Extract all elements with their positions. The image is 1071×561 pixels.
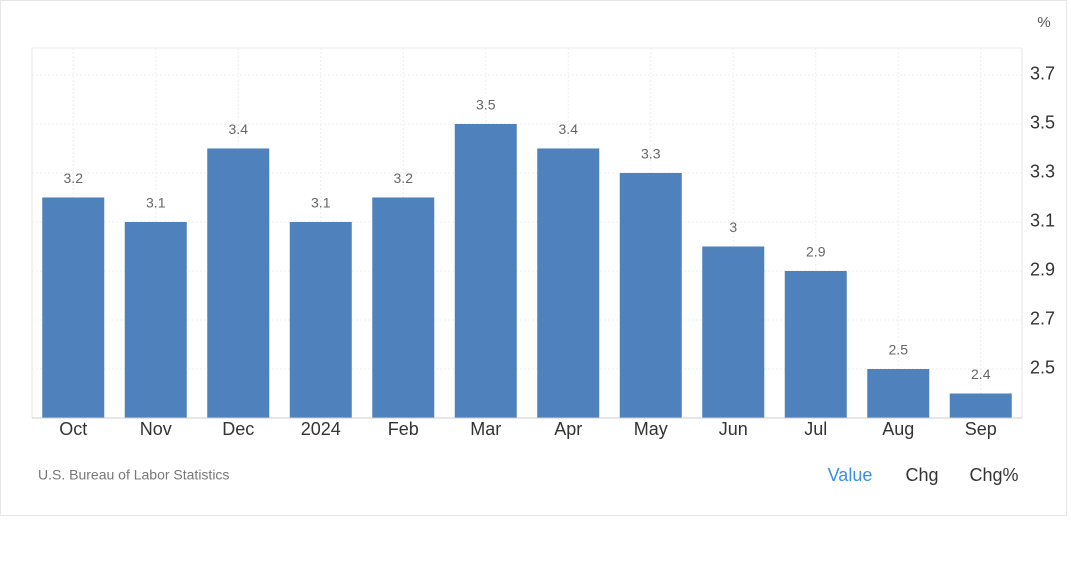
control-button[interactable]: Value — [828, 465, 873, 485]
bar — [867, 368, 930, 418]
value-label: 3 — [729, 219, 737, 235]
value-label: 2.5 — [889, 342, 909, 358]
y-tick-label: 2.7 — [1030, 309, 1055, 329]
y-tick-label: 3.1 — [1030, 211, 1055, 231]
y-tick-label: 2.9 — [1030, 260, 1055, 280]
x-tick-label: Oct — [59, 419, 87, 439]
x-tick-label: May — [634, 419, 668, 439]
bar — [289, 221, 352, 418]
bar — [784, 270, 847, 418]
x-tick-label: 2024 — [301, 419, 341, 439]
y-tick-label: 3.7 — [1030, 64, 1055, 84]
value-label: 3.1 — [311, 195, 331, 211]
x-tick-label: Aug — [882, 419, 914, 439]
y-tick-label: 3.5 — [1030, 113, 1055, 133]
y-tick-label: 2.5 — [1030, 358, 1055, 378]
x-tick-label: Nov — [140, 419, 172, 439]
x-tick-label: Feb — [388, 419, 419, 439]
control-button[interactable]: Chg% — [969, 465, 1018, 485]
value-label: 3.2 — [394, 170, 414, 186]
bar — [619, 172, 682, 418]
bar — [537, 148, 600, 419]
source: U.S. Bureau of Labor Statistics — [38, 467, 229, 483]
value-label: 2.9 — [806, 244, 826, 260]
value-label: 3.3 — [641, 146, 661, 162]
control-button[interactable]: Chg — [905, 465, 938, 485]
bar — [454, 123, 517, 418]
value-label: 3.2 — [64, 170, 84, 186]
x-tick-label: Mar — [470, 419, 501, 439]
x-tick-label: Apr — [554, 419, 582, 439]
bar — [372, 197, 435, 418]
x-tick-label: Jul — [804, 419, 827, 439]
y-tick-label: 3.3 — [1030, 162, 1055, 182]
x-tick-label: Dec — [222, 419, 254, 439]
bar — [207, 148, 270, 419]
bar — [42, 197, 105, 418]
x-tick-label: Sep — [965, 419, 997, 439]
x-tick-label: Jun — [719, 419, 748, 439]
value-label: 3.5 — [476, 97, 496, 113]
value-label: 3.4 — [559, 121, 579, 137]
value-label: 3.4 — [229, 121, 249, 137]
value-label: 2.4 — [971, 366, 991, 382]
chart-frame — [0, 0, 1067, 516]
y-unit: % — [1037, 14, 1050, 31]
bar — [702, 246, 765, 418]
value-label: 3.1 — [146, 195, 166, 211]
bar — [949, 393, 1012, 418]
bar — [124, 221, 187, 418]
